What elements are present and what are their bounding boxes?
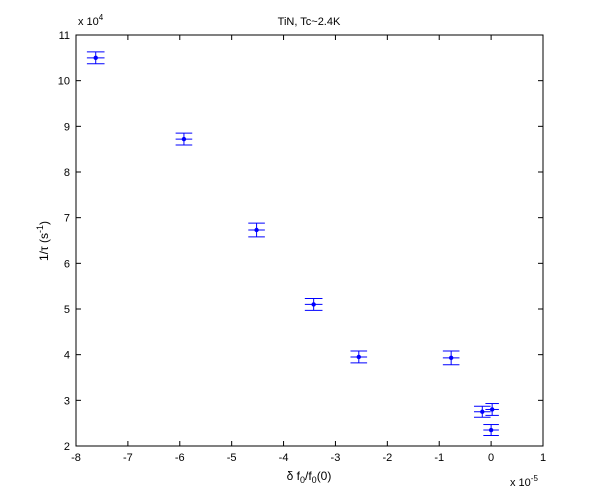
x-tick-label: -2 [382,452,392,464]
x-tick-label: 1 [540,452,546,464]
x-tick-label: -6 [175,452,185,464]
x-tick-label: -1 [434,452,444,464]
data-point [86,51,105,65]
point-marker [489,407,495,412]
x-axis-label: δ f0/f0(0) [287,469,332,485]
x-tick-label: -7 [123,452,133,464]
data-point [442,350,460,366]
point-marker [356,354,361,360]
point-marker [480,409,485,414]
y-tick-label: 2 [64,441,70,453]
y-tick-label: 9 [64,121,70,133]
data-point [350,350,368,364]
x-tick-label: -8 [71,452,81,464]
data-point [248,222,265,238]
y-tick-label: 5 [64,304,70,316]
x-multiplier: x 10-5 [510,474,538,489]
y-tick-label: 7 [64,213,70,225]
point-marker [448,355,454,361]
y-tick-label: 10 [58,76,70,88]
y-tick-label: 4 [64,350,70,362]
point-marker [254,227,259,233]
data-point [483,424,499,436]
x-tick-label: -4 [279,452,289,464]
y-tick-label: 6 [64,258,70,270]
data-point [304,297,323,311]
point-marker [181,136,187,142]
point-marker [311,302,316,307]
data-point [175,132,193,146]
y-axis-label: 1/τ (s-1) [35,221,51,261]
y-multiplier: x 104 [78,13,104,28]
y-tick-label: 8 [64,167,70,179]
x-tick-label: -3 [331,452,341,464]
x-tick-label: 0 [488,452,494,464]
chart-title: TiN, Tc~2.4K [278,16,341,28]
y-tick-label: 11 [59,30,70,42]
x-tick-label: -5 [227,452,237,464]
y-tick-label: 3 [64,395,70,407]
data-point [485,403,499,416]
point-marker [93,55,98,61]
point-marker [488,427,494,433]
data-point [473,405,491,418]
plot-frame [75,34,544,447]
